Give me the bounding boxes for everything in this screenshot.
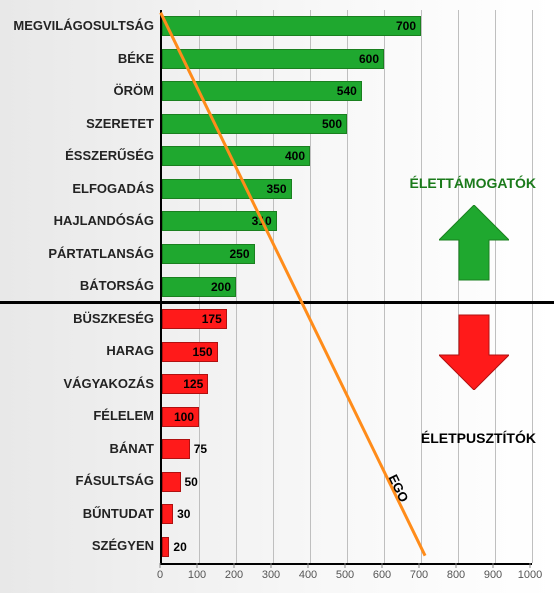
row-label: ELFOGADÁS [72,173,154,206]
gridline [532,10,533,563]
bar-value: 540 [337,84,357,98]
row-label: SZÉGYEN [92,530,154,563]
consciousness-map-chart: MEGVILÁGOSULTSÁGBÉKEÖRÖMSZERETETÉSSZERŰS… [0,0,554,593]
bar-value: 50 [185,475,198,489]
bar-value: 700 [396,19,416,33]
bar: 125 [162,374,208,394]
xtick-mark [271,563,272,568]
xtick-label: 900 [484,569,502,581]
bar-value: 20 [173,540,186,554]
bar: 200 [162,277,236,297]
bar-value: 200 [211,280,231,294]
xtick-mark [197,563,198,568]
row-label: HARAG [106,335,154,368]
bar-value: 100 [174,410,194,424]
row-label: FÁSULTSÁG [76,465,154,498]
row-label: BÁTORSÁG [80,270,154,303]
bar-value: 75 [194,442,207,456]
bottom-side-label: ÉLETPUSZTÍTÓK [421,430,536,446]
xtick-label: 0 [157,569,163,581]
bar-value: 150 [192,345,212,359]
xtick-mark [530,563,531,568]
row-label: BÜSZKESÉG [73,303,154,336]
xtick-label: 400 [299,569,317,581]
xtick-label: 500 [336,569,354,581]
xtick-label: 700 [410,569,428,581]
xtick-mark [234,563,235,568]
row-label: HAJLANDÓSÁG [54,205,154,238]
bar: 30 [162,504,173,524]
bar: 175 [162,309,227,329]
row-label: VÁGYAKOZÁS [63,368,154,401]
xtick-mark [308,563,309,568]
bar-value: 125 [183,377,203,391]
gridline [458,10,459,563]
row-label: ÖRÖM [114,75,154,108]
bar-value: 400 [285,149,305,163]
bar: 150 [162,342,218,362]
xtick-label: 1000 [518,569,542,581]
gridline [384,10,385,563]
bar-value: 250 [229,247,249,261]
row-label: MEGVILÁGOSULTSÁG [13,10,154,43]
xtick-label: 300 [262,569,280,581]
bar: 250 [162,244,255,264]
bar-value: 30 [177,507,190,521]
down-arrow-icon [439,310,509,390]
bar-value: 600 [359,52,379,66]
bar: 350 [162,179,292,199]
xtick-mark [419,563,420,568]
row-label: FÉLELEM [93,400,154,433]
row-label: ÉSSZERŰSÉG [65,140,154,173]
row-label: SZERETET [86,108,154,141]
xtick-mark [456,563,457,568]
bar: 600 [162,49,384,69]
top-side-label: ÉLETTÁMOGATÓK [409,175,536,191]
plot-area: 7006005405004003503102502001751501251007… [160,10,532,565]
midline-divider [0,301,554,304]
xtick-label: 100 [188,569,206,581]
bar-value: 350 [266,182,286,196]
row-labels-column: MEGVILÁGOSULTSÁGBÉKEÖRÖMSZERETETÉSSZERŰS… [0,10,154,563]
xtick-label: 800 [447,569,465,581]
xtick-mark [382,563,383,568]
bar-value: 175 [202,312,222,326]
bar: 500 [162,114,347,134]
xtick-label: 600 [373,569,391,581]
gridline [421,10,422,563]
xtick-label: 200 [225,569,243,581]
xtick-mark [345,563,346,568]
xtick-mark [160,563,161,568]
bar: 20 [162,537,169,557]
row-label: BÉKE [118,43,154,76]
bar: 50 [162,472,181,492]
bar: 75 [162,439,190,459]
row-label: PÁRTATLANSÁG [48,238,154,271]
bar: 100 [162,407,199,427]
bar: 540 [162,81,362,101]
row-label: BŰNTUDAT [83,498,154,531]
up-arrow-icon [439,205,509,285]
x-axis: 01002003004005006007008009001000 [160,565,530,589]
row-label: BÁNAT [109,433,154,466]
xtick-mark [493,563,494,568]
gridline [495,10,496,563]
bar: 700 [162,16,421,36]
bar-value: 500 [322,117,342,131]
